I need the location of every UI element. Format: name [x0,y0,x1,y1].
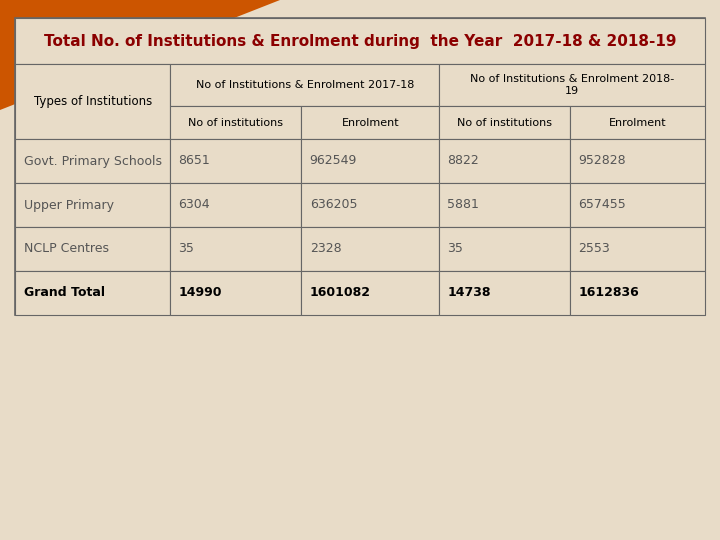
Bar [439,64,705,106]
Bar [570,183,705,227]
Bar [170,64,439,106]
Bar [439,227,570,271]
Bar [570,139,705,183]
Text: 14738: 14738 [447,287,491,300]
Bar [439,183,570,227]
Text: No of institutions: No of institutions [189,118,283,127]
Text: Upper Primary: Upper Primary [24,199,114,212]
Text: 35: 35 [447,242,463,255]
Bar [302,227,439,271]
Bar [170,271,302,315]
Text: 6304: 6304 [178,199,210,212]
Bar [302,139,439,183]
Text: 8822: 8822 [447,154,479,167]
Text: 1601082: 1601082 [310,287,371,300]
Bar [15,18,705,64]
Text: No of Institutions & Enrolment 2018-
19: No of Institutions & Enrolment 2018- 19 [470,74,675,96]
Text: 657455: 657455 [579,199,626,212]
Bar [15,18,705,315]
Bar [15,139,170,183]
Polygon shape [0,0,210,85]
Text: 5881: 5881 [447,199,479,212]
Bar [15,64,170,139]
Text: Govt. Primary Schools: Govt. Primary Schools [24,154,162,167]
Text: 1612836: 1612836 [579,287,639,300]
Text: 636205: 636205 [310,199,357,212]
Bar [170,106,302,139]
Text: Enrolment: Enrolment [341,118,399,127]
Text: 962549: 962549 [310,154,357,167]
Polygon shape [0,0,180,70]
Polygon shape [0,0,280,110]
Text: Enrolment: Enrolment [609,118,667,127]
Bar [439,106,570,139]
Text: 952828: 952828 [579,154,626,167]
Text: No of institutions: No of institutions [457,118,552,127]
Bar [570,271,705,315]
Bar [15,227,170,271]
Text: 2328: 2328 [310,242,341,255]
Bar [439,139,570,183]
Text: 14990: 14990 [178,287,222,300]
Text: 35: 35 [178,242,194,255]
Text: Grand Total: Grand Total [24,287,105,300]
Text: Total No. of Institutions & Enrolment during  the Year  2017-18 & 2018-19: Total No. of Institutions & Enrolment du… [44,33,676,49]
Bar [170,183,302,227]
Bar [439,271,570,315]
Text: 8651: 8651 [178,154,210,167]
Bar [570,227,705,271]
Bar [15,183,170,227]
Text: Types of Institutions: Types of Institutions [34,95,152,108]
Text: NCLP Centres: NCLP Centres [24,242,109,255]
Bar [302,106,439,139]
Bar [170,139,302,183]
Bar [15,271,170,315]
Text: No of Institutions & Enrolment 2017-18: No of Institutions & Enrolment 2017-18 [196,80,414,90]
Text: 2553: 2553 [579,242,611,255]
Bar [302,271,439,315]
Bar [570,106,705,139]
Bar [302,183,439,227]
Bar [170,227,302,271]
